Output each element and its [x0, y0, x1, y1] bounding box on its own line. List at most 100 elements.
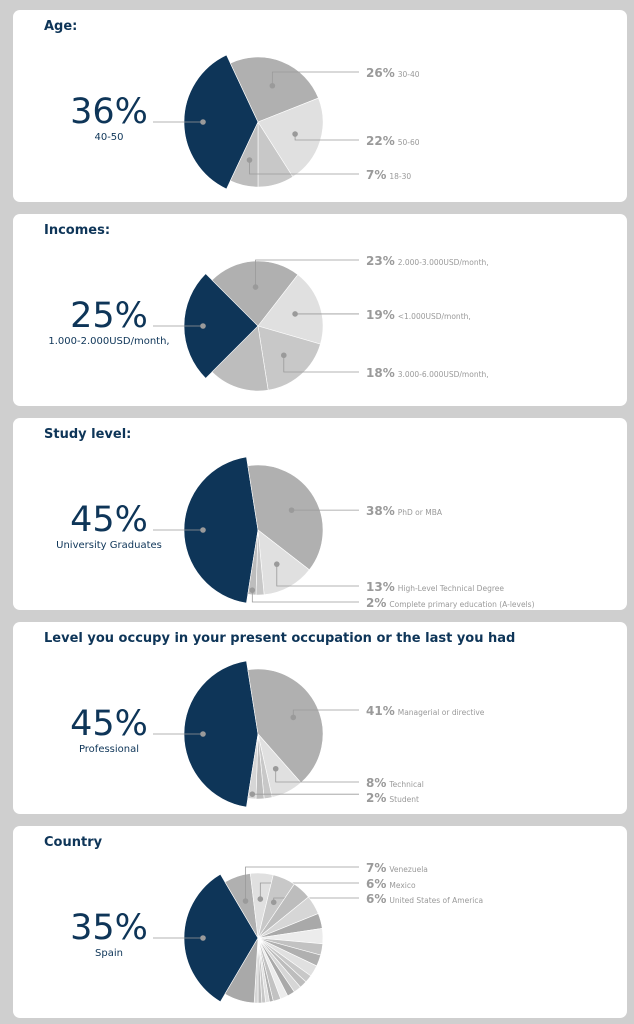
- slice-percent: 8%: [366, 776, 387, 790]
- leader-dot: [200, 119, 206, 125]
- slice-description: Technical: [389, 780, 424, 789]
- pie-slice-other-4: [211, 325, 269, 392]
- leader-line: [283, 355, 359, 373]
- slice-percent: 41%: [366, 704, 395, 718]
- slice-description: United States of America: [389, 896, 484, 905]
- highlight-label: University Graduates: [56, 540, 162, 551]
- pie-chart: [153, 259, 359, 392]
- slice-label-complete-primary-education-a-levels: 2% Complete primary education (A-levels): [366, 595, 535, 610]
- pie-slice-complete-primary-education-a-levels: [247, 529, 259, 596]
- slice-label-1-000usd-month: 19% <1.000USD/month,: [366, 307, 471, 324]
- leader-line: [271, 71, 359, 86]
- slice-description: 50-60: [397, 138, 420, 147]
- pie-slice-50-60: [257, 97, 324, 178]
- age-title: Age:: [44, 19, 78, 34]
- slice-description: High-Level Technical Degree: [397, 584, 504, 593]
- leader-line: [294, 134, 359, 141]
- slice-label-50-60: 22% 50-60: [366, 133, 420, 150]
- pie-slice-managerial-or-directive: [247, 668, 324, 784]
- leader-dot: [200, 935, 206, 941]
- slice-label-managerial-or-directive: 41% Managerial or directive: [366, 703, 484, 720]
- highlight-percent: 45%: [70, 500, 148, 540]
- slice-description: Venezuela: [389, 865, 428, 874]
- slice-percent: 19%: [366, 308, 395, 322]
- slice-description: 30-40: [397, 70, 420, 79]
- incomes-title: Incomes:: [44, 223, 111, 238]
- pie-chart: [153, 456, 359, 604]
- highlight-percent: 36%: [70, 92, 148, 132]
- age-card: Age: 36% 40-50 26% 30-40 22% 50-60 7% 18-30: [13, 10, 627, 202]
- highlight-label: 40-50: [94, 132, 124, 143]
- slice-percent: 7%: [366, 168, 387, 182]
- leader-dot: [200, 323, 206, 329]
- study-level-title: Study level:: [44, 427, 132, 442]
- slice-description: 3.000-6.000USD/month,: [397, 370, 489, 379]
- slice-label-high-level-technical-degree: 13% High-Level Technical Degree: [366, 579, 504, 596]
- slice-percent: 6%: [366, 877, 387, 891]
- leader-dot: [290, 714, 297, 721]
- pie-chart: [153, 660, 359, 808]
- slice-percent: 23%: [366, 254, 395, 268]
- slice-description: Student: [389, 795, 419, 804]
- slice-percent: 7%: [366, 861, 387, 875]
- slice-label-18-30: 7% 18-30: [366, 167, 411, 184]
- leader-line: [255, 259, 359, 288]
- slice-description: Mexico: [389, 881, 416, 890]
- slice-percent: 6%: [366, 892, 387, 906]
- slice-description: 18-30: [389, 172, 412, 181]
- study-level-card: Study level: 45% University Graduates 38% P…: [13, 418, 627, 610]
- highlight-percent: 25%: [70, 296, 148, 336]
- pie-slice-3-000-6-000usd-month: [257, 325, 321, 391]
- leader-dot: [200, 731, 206, 737]
- slice-percent: 26%: [366, 66, 395, 80]
- slice-percent: 18%: [366, 366, 395, 380]
- highlight-label: 1.000-2.000USD/month,: [48, 336, 170, 347]
- highlight-label: Professional: [78, 744, 140, 755]
- slice-label-mexico: 6% Mexico: [366, 876, 416, 893]
- slice-percent: 13%: [366, 580, 395, 594]
- slice-label-student: 2% Student: [366, 790, 419, 807]
- pie-chart: [153, 54, 359, 190]
- slice-description: PhD or MBA: [397, 508, 442, 517]
- leader-line: [292, 709, 359, 718]
- highlight-label: Spain: [95, 948, 123, 959]
- pie-slice-18-30: [229, 121, 259, 188]
- slice-label-venezuela: 7% Venezuela: [366, 860, 428, 877]
- slice-label-2-000-3-000usd-month: 23% 2.000-3.000USD/month,: [366, 253, 489, 270]
- slice-percent: 22%: [366, 134, 395, 148]
- slice-label-united-states-of-america: 6% United States of America: [366, 891, 483, 908]
- pie-slice-phd-or-mba: [247, 464, 324, 571]
- slice-percent: 38%: [366, 504, 395, 518]
- slice-percent: 2%: [366, 791, 387, 805]
- slice-label-technical: 8% Technical: [366, 775, 424, 792]
- occupation-level-card: Level you occupy in your present occupat…: [13, 622, 627, 814]
- slice-description: <1.000USD/month,: [397, 312, 471, 321]
- occupation-level-title: Level you occupy in your present occupat…: [44, 631, 516, 646]
- highlight-percent: 45%: [70, 704, 148, 744]
- slice-label-30-40: 26% 30-40: [366, 65, 420, 82]
- slice-percent: 2%: [366, 596, 387, 610]
- pie-slice-other-22: [224, 937, 259, 1004]
- highlight-percent: 35%: [70, 908, 148, 948]
- pie-slice-30-40: [229, 56, 319, 123]
- pie-slice-1-000usd-month: [257, 274, 324, 345]
- pie-slice-student: [247, 733, 259, 800]
- country-title: Country: [44, 835, 103, 850]
- leader-line: [276, 564, 359, 587]
- incomes-card: Incomes: 25% 1.000-2.000USD/month, 23% 2.00…: [13, 214, 627, 406]
- slice-label-phd-or-mba: 38% PhD or MBA: [366, 503, 442, 520]
- slice-description: 2.000-3.000USD/month,: [397, 258, 489, 267]
- pie-chart: [153, 866, 359, 1004]
- slice-label-3-000-6-000usd-month: 18% 3.000-6.000USD/month,: [366, 365, 489, 382]
- country-card: Country 35% Spain 7% Venezuela 6% Mexico 6% Uni…: [13, 826, 627, 1018]
- leader-line: [245, 866, 359, 902]
- pie-slice-2-000-3-000usd-month: [211, 260, 299, 327]
- leader-line: [251, 590, 359, 603]
- leader-dot: [252, 284, 259, 290]
- leader-line: [273, 897, 359, 903]
- leader-line: [249, 160, 359, 175]
- leader-line: [275, 768, 359, 783]
- leader-dot: [257, 896, 264, 902]
- slice-description: Managerial or directive: [397, 708, 485, 717]
- slice-description: Complete primary education (A-levels): [389, 600, 535, 609]
